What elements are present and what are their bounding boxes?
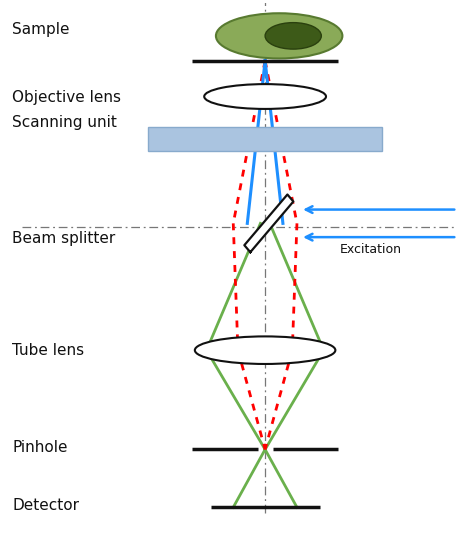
Ellipse shape [265,23,321,49]
Text: Scanning unit: Scanning unit [12,115,117,130]
Ellipse shape [216,13,342,58]
Text: Beam splitter: Beam splitter [12,231,115,246]
Ellipse shape [204,84,326,109]
Polygon shape [244,194,293,252]
Text: Pinhole: Pinhole [12,440,68,455]
Text: Objective lens: Objective lens [12,90,121,105]
Bar [148,127,382,150]
Text: Tube lens: Tube lens [12,343,84,358]
Text: Sample: Sample [12,22,70,37]
Text: Detector: Detector [12,498,79,513]
Ellipse shape [195,336,336,364]
Text: Excitation: Excitation [340,243,402,256]
